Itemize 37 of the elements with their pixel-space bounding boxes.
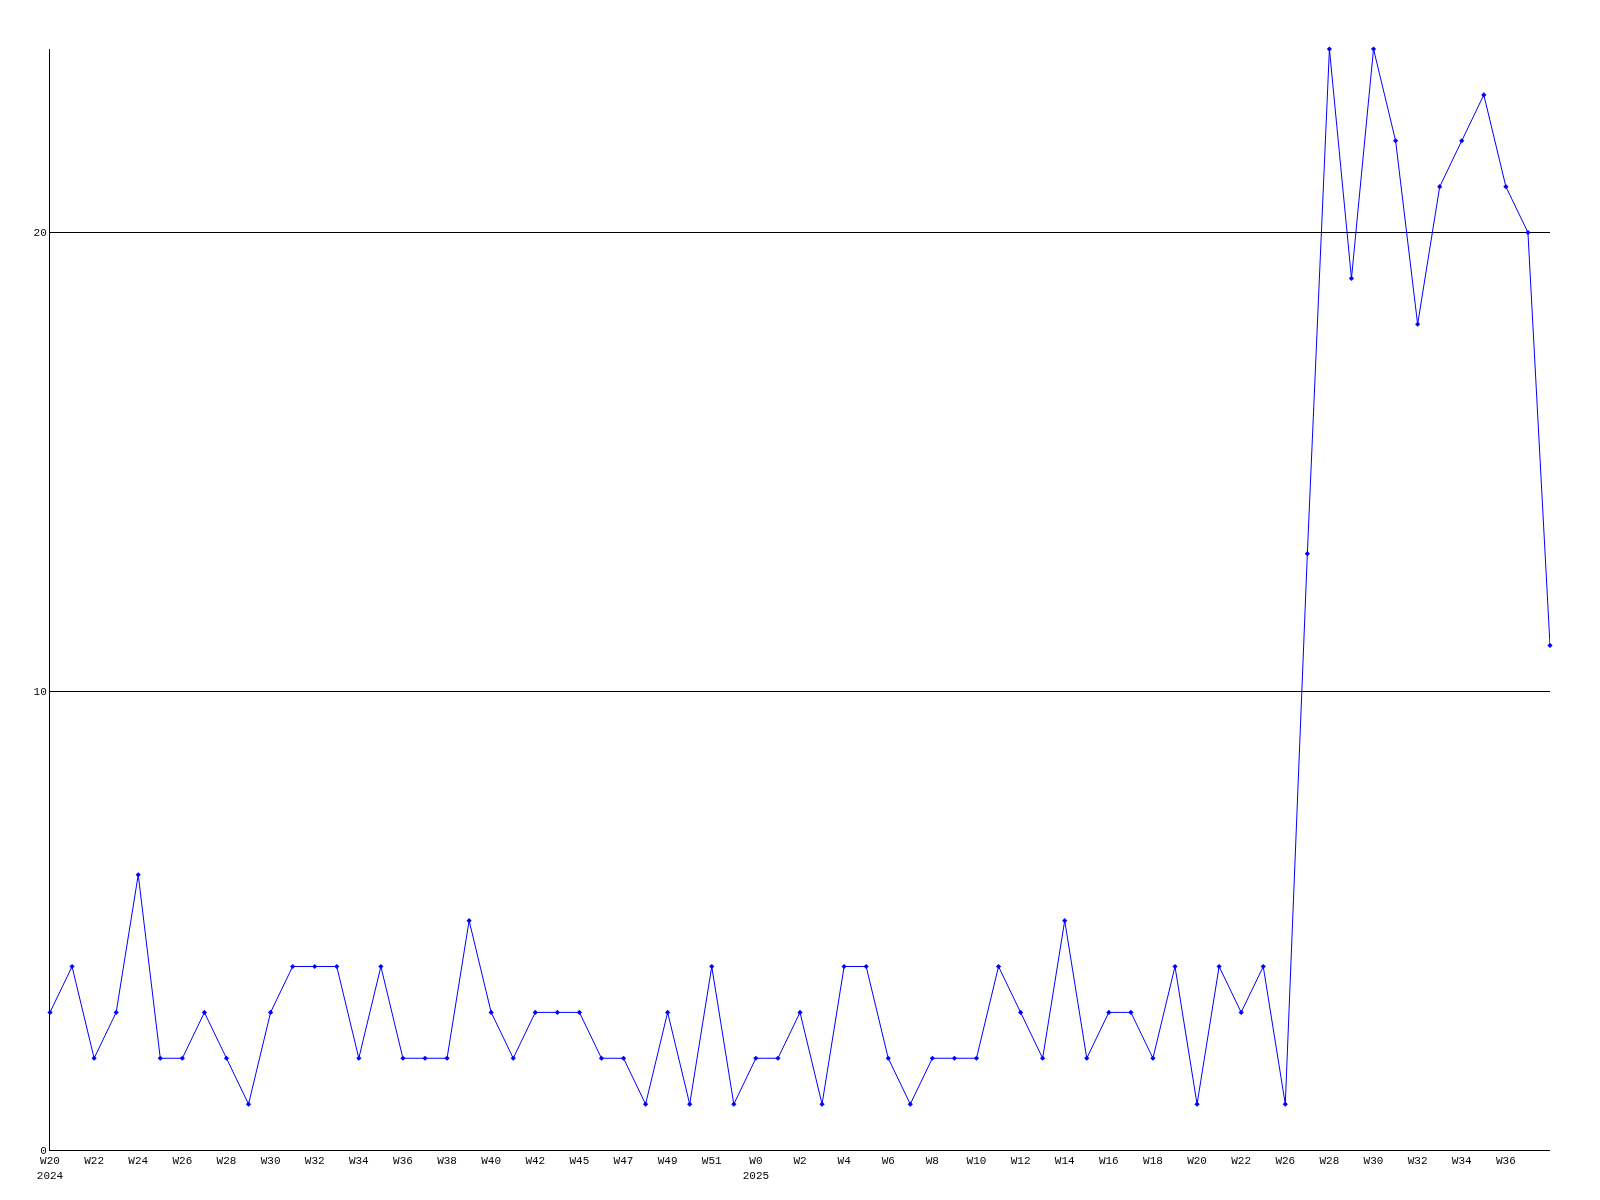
y-tick-label: 10 (33, 686, 47, 699)
x-tick-label: W36 (393, 1155, 413, 1168)
x-tick-label: W32 (304, 1155, 325, 1168)
x-tick-label: W6 (881, 1155, 895, 1168)
x-tick-label: W32 (1407, 1155, 1428, 1168)
x-tick-label: W12 (1010, 1155, 1031, 1168)
x-tick-label: W42 (525, 1155, 546, 1168)
x-tick-label: W24 (128, 1155, 149, 1168)
x-tick-label: W40 (481, 1155, 502, 1168)
x-tick-label: W36 (1495, 1155, 1516, 1168)
x-tick-label: W30 (1363, 1155, 1384, 1168)
x-tick-label: W20 (1187, 1155, 1207, 1168)
x-tick-label: W49 (657, 1155, 678, 1168)
x-tick-label: W34 (348, 1155, 370, 1168)
x-tick-label: W26 (1275, 1155, 1296, 1168)
x-tick-label: W38 (437, 1155, 457, 1168)
x-tick-label: W22 (84, 1155, 105, 1168)
x-tick-label: W28 (216, 1155, 237, 1168)
x-tick-label: W8 (925, 1155, 939, 1168)
x-tick-label: W22 (1231, 1155, 1252, 1168)
x-tick-label: W10 (966, 1155, 987, 1168)
x-tick-label: W51 (701, 1155, 723, 1168)
x-tick-label: W34 (1451, 1155, 1473, 1168)
y-tick-label: 0 (40, 1144, 47, 1157)
x-tick-label: W0 2025 (742, 1155, 770, 1182)
x-tick-label: W45 (569, 1155, 590, 1168)
x-tick-label: W16 (1098, 1155, 1119, 1168)
x-tick-label: W28 (1319, 1155, 1340, 1168)
x-tick-label: W26 (172, 1155, 193, 1168)
x-tick-label: W2 (793, 1155, 807, 1168)
x-tick-label: W4 (837, 1155, 852, 1168)
y-tick-label: 20 (33, 227, 47, 240)
x-tick-label: W20 2024 (36, 1155, 64, 1182)
x-tick-label: W18 (1143, 1155, 1163, 1168)
x-tick-label: W14 (1054, 1155, 1076, 1168)
x-tick-label: W30 (260, 1155, 281, 1168)
x-tick-label: W47 (613, 1155, 634, 1168)
